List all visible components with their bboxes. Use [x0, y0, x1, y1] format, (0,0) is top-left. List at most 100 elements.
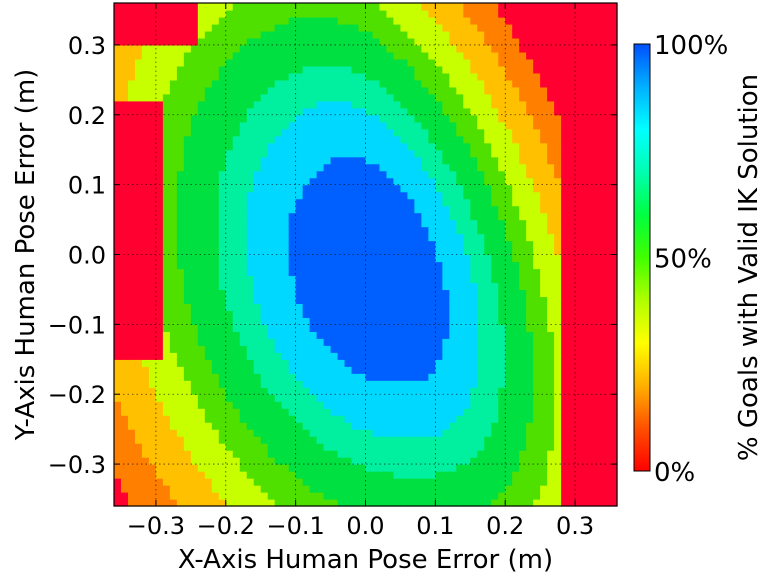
- heatmap-cell: [449, 310, 457, 318]
- heatmap-cell: [386, 58, 395, 67]
- heatmap-cell: [554, 464, 562, 472]
- heatmap-cell: [274, 296, 283, 305]
- heatmap-cell: [344, 65, 353, 74]
- heatmap-cell: [484, 359, 492, 367]
- heatmap-cell: [491, 226, 499, 235]
- heatmap-cell: [407, 303, 416, 311]
- heatmap-cell: [260, 198, 269, 207]
- heatmap-cell: [554, 58, 562, 67]
- heatmap-cell: [239, 282, 248, 291]
- heatmap-cell: [393, 184, 402, 193]
- heatmap-cell: [316, 478, 325, 486]
- heatmap-cell: [351, 366, 360, 374]
- heatmap-cell: [134, 261, 143, 270]
- heatmap-cell: [330, 261, 339, 270]
- heatmap-cell: [148, 3, 157, 11]
- heatmap-cell: [470, 212, 478, 221]
- heatmap-cell: [526, 394, 534, 402]
- heatmap-cell: [232, 254, 241, 263]
- heatmap-cell: [351, 9, 360, 18]
- heatmap-cell: [575, 422, 583, 430]
- heatmap-cell: [155, 261, 164, 270]
- heatmap-cell: [162, 149, 171, 158]
- heatmap-cell: [554, 443, 562, 451]
- heatmap-cell: [512, 317, 520, 325]
- heatmap-cell: [344, 282, 353, 291]
- heatmap-cell: [442, 177, 450, 186]
- heatmap-cell: [162, 107, 171, 116]
- heatmap-cell: [442, 408, 450, 416]
- heatmap-cell: [169, 128, 178, 137]
- heatmap-cell: [554, 450, 562, 458]
- heatmap-cell: [554, 401, 562, 409]
- heatmap-cell: [463, 30, 471, 39]
- heatmap-cell: [484, 289, 492, 298]
- heatmap-cell: [253, 394, 262, 402]
- heatmap-cell: [204, 219, 213, 228]
- heatmap-cell: [421, 163, 429, 172]
- heatmap-cell: [470, 338, 478, 346]
- heatmap-cell: [400, 205, 409, 214]
- heatmap-cell: [120, 100, 129, 109]
- heatmap-cell: [351, 408, 360, 416]
- heatmap-cell: [316, 401, 325, 409]
- heatmap-cell: [183, 72, 192, 81]
- heatmap-cell: [302, 72, 311, 81]
- heatmap-cell: [302, 289, 311, 298]
- heatmap-cell: [183, 443, 192, 451]
- heatmap-cell: [176, 198, 185, 207]
- heatmap-cell: [358, 254, 367, 263]
- heatmap-cell: [274, 261, 283, 270]
- heatmap-cell: [421, 352, 429, 360]
- heatmap-cell: [456, 422, 464, 430]
- heatmap-cell: [463, 429, 471, 437]
- heatmap-cell: [414, 16, 422, 25]
- heatmap-cell: [498, 303, 506, 311]
- heatmap-cell: [407, 72, 416, 81]
- heatmap-cell: [323, 415, 332, 423]
- heatmap-cell: [344, 93, 353, 102]
- heatmap-cell: [575, 58, 583, 67]
- heatmap-cell: [463, 170, 471, 179]
- heatmap-cell: [120, 324, 129, 332]
- heatmap-cell: [358, 16, 367, 25]
- heatmap-cell: [323, 93, 332, 102]
- heatmap-cell: [176, 492, 185, 500]
- heatmap-cell: [337, 450, 346, 458]
- heatmap-cell: [309, 282, 318, 291]
- heatmap-cell: [393, 373, 402, 381]
- heatmap-cell: [232, 93, 241, 102]
- heatmap-cell: [114, 296, 122, 305]
- heatmap-cell: [498, 240, 506, 249]
- heatmap-cell: [337, 359, 346, 367]
- heatmap-cell: [512, 114, 520, 123]
- heatmap-cell: [512, 408, 520, 416]
- heatmap-cell: [491, 16, 499, 25]
- heatmap-cell: [491, 366, 499, 374]
- heatmap-cell: [512, 184, 520, 193]
- heatmap-cell: [400, 373, 409, 381]
- heatmap-cell: [316, 247, 325, 256]
- heatmap-cell: [379, 226, 388, 235]
- heatmap-cell: [274, 443, 283, 451]
- heatmap-cell: [512, 30, 520, 39]
- heatmap-cell: [463, 408, 471, 416]
- heatmap-cell: [505, 65, 513, 74]
- heatmap-cell: [442, 198, 450, 207]
- heatmap-cell: [477, 422, 485, 430]
- heatmap-cell: [351, 149, 360, 158]
- heatmap-cell: [533, 464, 541, 472]
- heatmap-cell: [148, 128, 157, 137]
- heatmap-cell: [407, 170, 416, 179]
- heatmap-cell: [519, 324, 527, 332]
- heatmap-cell: [302, 142, 311, 151]
- heatmap-cell: [295, 443, 304, 451]
- heatmap-cell: [407, 415, 416, 423]
- heatmap-cell: [421, 401, 429, 409]
- heatmap-cell: [204, 345, 213, 353]
- heatmap-cell: [316, 359, 325, 367]
- heatmap-cell: [316, 282, 325, 291]
- heatmap-cell: [470, 86, 478, 95]
- heatmap-cell: [169, 359, 178, 367]
- heatmap-cell: [435, 380, 443, 388]
